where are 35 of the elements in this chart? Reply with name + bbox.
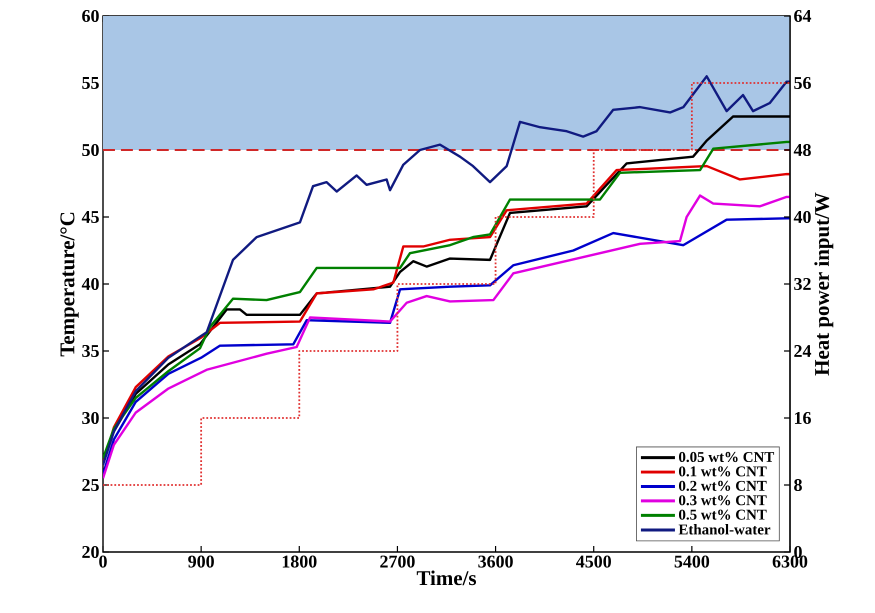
y-tick-label: 35	[82, 344, 99, 358]
x-tick-label: 4500	[576, 556, 611, 568]
y2-tick-label: 48	[794, 144, 811, 156]
x-tick-label: 6300	[772, 556, 808, 568]
x-tick-label: 2700	[380, 556, 415, 568]
y-tick-label: 60	[82, 10, 99, 22]
y2-tick-label: 32	[794, 278, 811, 290]
legend-label: 0.05 wt% CNT	[678, 452, 774, 462]
x-tick-label: 1800	[282, 556, 317, 568]
legend-label: 0.3 wt% CNT	[678, 495, 767, 506]
x-tick-label: 3600	[478, 556, 513, 568]
y-tick-label: 40	[82, 278, 99, 290]
x-tick-label: 5400	[674, 556, 710, 568]
y2-axis-title: Heat power input/W	[814, 192, 834, 376]
y-tick-label: 55	[82, 77, 99, 89]
legend-label: 0.5 wt% CNT	[678, 510, 767, 520]
y-tick-label: 30	[82, 412, 99, 424]
x-tick-label: 900	[188, 556, 214, 568]
y2-tick-label: 56	[794, 76, 811, 90]
y-axis-title: Temperature/°C	[60, 212, 79, 356]
y-tick-label: 50	[82, 144, 99, 156]
y2-tick-label: 24	[794, 345, 812, 357]
y-tick-label: 25	[82, 478, 99, 492]
legend-label: 0.1 wt% CNT	[678, 466, 767, 477]
y2-tick-label: 64	[794, 10, 812, 22]
legend-label: Ethanol-water	[678, 524, 770, 535]
y2-tick-label: 16	[794, 412, 811, 424]
x-tick-label: 0	[99, 556, 107, 568]
y-tick-label: 20	[82, 546, 99, 558]
x-axis-title: Time/s	[416, 570, 476, 586]
legend-label: 0.2 wt% CNT	[678, 480, 767, 491]
y-tick-label: 45	[82, 211, 99, 223]
y2-tick-label: 8	[794, 478, 802, 492]
y2-tick-label: 0	[794, 546, 802, 558]
y2-tick-label: 40	[794, 210, 811, 224]
